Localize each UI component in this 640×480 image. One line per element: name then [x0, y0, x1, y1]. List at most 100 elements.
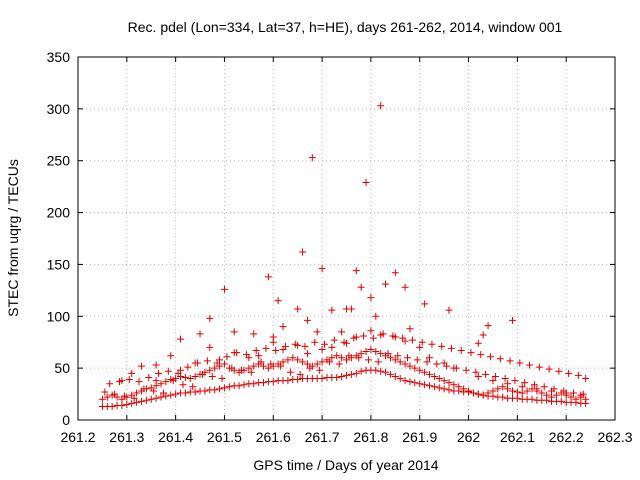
- data-point: [279, 358, 287, 366]
- y-tick-label: 0: [62, 412, 70, 428]
- data-point: [152, 394, 160, 402]
- data-point: [357, 350, 365, 358]
- data-point: [133, 398, 141, 406]
- data-point: [496, 355, 504, 363]
- data-point: [303, 350, 311, 358]
- data-point: [303, 360, 311, 368]
- x-tick-label: 261.9: [402, 429, 437, 445]
- data-point: [152, 361, 160, 369]
- data-point: [294, 376, 302, 384]
- data-point: [413, 356, 421, 364]
- data-point: [487, 353, 495, 361]
- data-point: [567, 393, 575, 401]
- data-point: [142, 396, 150, 404]
- data-point: [260, 362, 268, 370]
- data-point: [220, 360, 228, 368]
- data-point: [518, 383, 526, 391]
- data-point: [382, 368, 390, 376]
- data-point: [225, 383, 233, 391]
- data-point: [440, 359, 448, 367]
- grid-lines: [78, 57, 615, 420]
- data-point: [469, 389, 477, 397]
- x-axis-label: GPS time / Days of year 2014: [253, 457, 438, 473]
- data-point: [137, 397, 145, 405]
- data-point: [460, 385, 468, 393]
- data-series: [98, 102, 590, 411]
- data-point: [484, 389, 492, 397]
- data-point: [491, 372, 499, 380]
- data-point: [479, 331, 487, 339]
- data-point: [245, 364, 253, 372]
- data-point: [262, 344, 270, 352]
- data-point: [577, 391, 585, 399]
- x-tick-label: 262.2: [549, 429, 584, 445]
- data-point: [401, 283, 409, 291]
- data-point: [482, 370, 490, 378]
- data-point: [98, 395, 106, 403]
- data-point: [333, 373, 341, 381]
- data-point: [296, 370, 304, 378]
- x-tick-label: 261.2: [60, 429, 95, 445]
- data-point: [411, 379, 419, 387]
- data-point: [328, 306, 336, 314]
- data-point: [189, 383, 197, 391]
- data-point: [548, 393, 556, 401]
- data-point: [123, 400, 131, 408]
- data-point: [216, 385, 224, 393]
- data-point: [518, 389, 526, 397]
- data-point: [274, 297, 282, 305]
- data-point: [128, 399, 136, 407]
- data-point: [220, 285, 228, 293]
- data-point: [157, 380, 165, 388]
- data-point: [408, 336, 416, 344]
- data-point: [108, 403, 116, 411]
- data-point: [513, 394, 521, 402]
- data-point: [450, 381, 458, 389]
- data-point: [303, 316, 311, 324]
- data-point: [582, 395, 590, 403]
- data-point: [294, 356, 302, 364]
- data-point: [181, 389, 189, 397]
- data-point: [130, 394, 138, 402]
- data-point: [279, 345, 287, 353]
- data-point: [306, 364, 314, 372]
- data-point: [384, 350, 392, 358]
- data-point: [504, 380, 512, 388]
- data-point: [352, 369, 360, 377]
- data-point: [416, 343, 424, 351]
- data-point: [267, 360, 275, 368]
- data-point: [457, 347, 465, 355]
- data-point: [428, 340, 436, 348]
- data-point: [382, 280, 390, 288]
- data-point: [316, 366, 324, 374]
- data-point: [494, 385, 502, 393]
- data-point: [423, 358, 431, 366]
- chart-title: Rec. pdel (Lon=334, Lat=37, h=HE), days …: [128, 19, 563, 35]
- y-tick-label: 50: [54, 360, 70, 376]
- data-point: [386, 354, 394, 362]
- data-point: [386, 370, 394, 378]
- data-point: [269, 333, 277, 341]
- data-point: [374, 358, 382, 366]
- data-point: [347, 305, 355, 313]
- data-point: [511, 377, 519, 385]
- data-point: [128, 369, 136, 377]
- data-point: [562, 389, 570, 397]
- data-point: [472, 368, 480, 376]
- data-point: [318, 265, 326, 273]
- data-point: [425, 370, 433, 378]
- data-point: [391, 333, 399, 341]
- data-point: [421, 368, 429, 376]
- data-point: [308, 154, 316, 162]
- data-point: [391, 372, 399, 380]
- data-point: [240, 381, 248, 389]
- data-point: [513, 388, 521, 396]
- data-point: [445, 306, 453, 314]
- data-point: [211, 386, 219, 394]
- data-point: [435, 375, 443, 383]
- data-point: [179, 381, 187, 389]
- data-point: [367, 327, 375, 335]
- data-point: [162, 378, 170, 386]
- data-point: [435, 384, 443, 392]
- data-point: [206, 366, 214, 374]
